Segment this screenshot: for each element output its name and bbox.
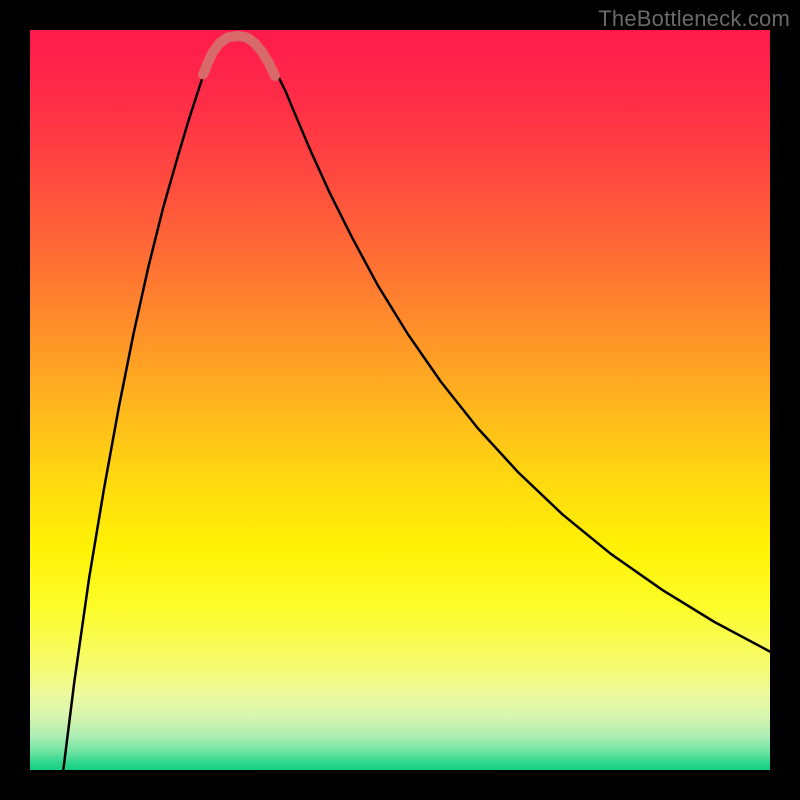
- watermark-text: TheBottleneck.com: [598, 6, 790, 32]
- chart-container: TheBottleneck.com: [0, 0, 800, 800]
- bottleneck-curve: [63, 35, 770, 770]
- plot-area: [30, 30, 770, 770]
- curve-layer: [30, 30, 770, 770]
- minimum-highlight: [203, 36, 275, 76]
